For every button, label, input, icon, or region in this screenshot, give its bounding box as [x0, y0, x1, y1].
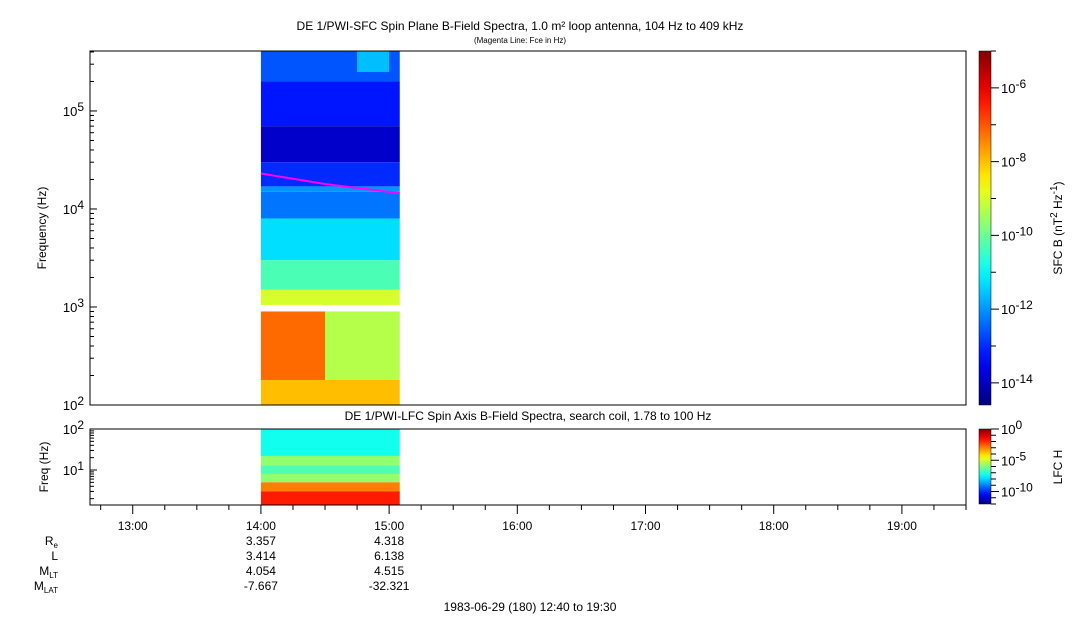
spectrogram-cell: [260, 162, 400, 187]
spectrogram-cell: [357, 51, 390, 72]
colorbar: [978, 50, 992, 406]
time-tick-label: 16:00: [502, 519, 532, 533]
colorbar-tick-label: 10-5: [1001, 449, 1026, 468]
spectrogram-cell: [260, 289, 400, 305]
time-tick-label: 17:00: [630, 519, 660, 533]
colorbar-tick-label: 10-8: [1001, 151, 1026, 170]
sfc-subtitle: (Magenta Line: Fce in Hz): [474, 36, 566, 45]
y-axis-label: Freq (Hz): [37, 442, 51, 493]
y-tick-label: 105: [63, 100, 84, 119]
spectrogram-cell: [260, 260, 400, 290]
y-axis-label: Frequency (Hz): [35, 187, 49, 270]
colorbar-label: LFC H: [1051, 450, 1065, 485]
spectrogram-cell: [260, 429, 400, 456]
spectrogram-cell: [260, 81, 400, 127]
ephemeris-label: MLAT: [34, 579, 58, 595]
time-tick-label: 15:00: [374, 519, 404, 533]
ephemeris-value: -32.321: [369, 579, 410, 593]
lfc-title: DE 1/PWI-LFC Spin Axis B-Field Spectra, …: [345, 409, 712, 423]
time-tick-label: 14:00: [246, 519, 276, 533]
y-tick-label: 103: [63, 296, 84, 315]
ephemeris-label: L: [51, 549, 58, 563]
spectrogram-cell: [260, 191, 400, 219]
spectrogram-cell: [260, 491, 400, 505]
y-tick-label: 104: [63, 198, 84, 217]
colorbar-tick-label: 10-12: [1001, 298, 1033, 317]
lfc-spectrogram-panel: 101 102 Freq (Hz) 100 10-5 10-10 LFC H: [37, 418, 1065, 506]
time-tick-label: 13:00: [118, 519, 148, 533]
colorbar-label: SFC B (nT2 Hz-1): [1049, 181, 1065, 274]
fce-line: [260, 172, 400, 195]
ephemeris-value: 4.318: [374, 534, 404, 548]
sfc-spectrogram-panel: 102 103 104 105 Frequency (Hz) 10-6 10-8 10-10 1…: [35, 50, 1065, 413]
ephemeris-value: 4.054: [246, 564, 276, 578]
colorbar: [978, 428, 992, 505]
spectrogram-cell: [260, 482, 400, 492]
spectrogram-cell: [260, 379, 400, 405]
y-tick-label: 101: [63, 459, 84, 478]
time-axis: 13:00 14:00 15:00 16:00 17:00 18:00 19:00: [100, 505, 967, 533]
sfc-title: DE 1/PWI-SFC Spin Plane B-Field Spectra,…: [297, 19, 744, 33]
ephemeris-label: MLT: [39, 564, 58, 580]
spectrogram-cell: [260, 126, 400, 163]
spectrogram-cell: [260, 455, 400, 466]
spectrogram-cell: [260, 473, 400, 483]
spectrogram-cell: [260, 218, 400, 261]
plot-frame: [89, 428, 967, 506]
plot-frame: [89, 50, 967, 406]
spectrogram-cell: [260, 186, 400, 192]
y-tick-label: 102: [63, 394, 84, 413]
ephemeris-value: 4.515: [374, 564, 404, 578]
colorbar-tick-label: 10-6: [1001, 77, 1026, 96]
ephemeris-value: 3.357: [246, 534, 276, 548]
colorbar-tick-label: 10-10: [1001, 481, 1033, 500]
colorbar-tick-label: 100: [1001, 418, 1022, 437]
ephemeris-value: -7.667: [244, 579, 278, 593]
colorbar-tick-label: 10-14: [1001, 372, 1033, 391]
spectrogram-cell: [260, 465, 400, 474]
footer-date-range: 1983-06-29 (180) 12:40 to 19:30: [444, 600, 617, 614]
ephemeris-value: 3.414: [246, 549, 276, 563]
spectrogram-cell: [260, 311, 326, 380]
colorbar-tick-label: 10-10: [1001, 224, 1033, 243]
time-tick-label: 18:00: [759, 519, 789, 533]
y-tick-label: 102: [63, 418, 84, 437]
ephemeris-label: Re: [45, 534, 59, 550]
time-tick-label: 19:00: [887, 519, 917, 533]
ephemeris-value: 6.138: [374, 549, 404, 563]
ephemeris-table: Re 3.357 4.318 L 3.414 6.138 MLT 4.054 4.515 MLAT…: [34, 534, 410, 595]
